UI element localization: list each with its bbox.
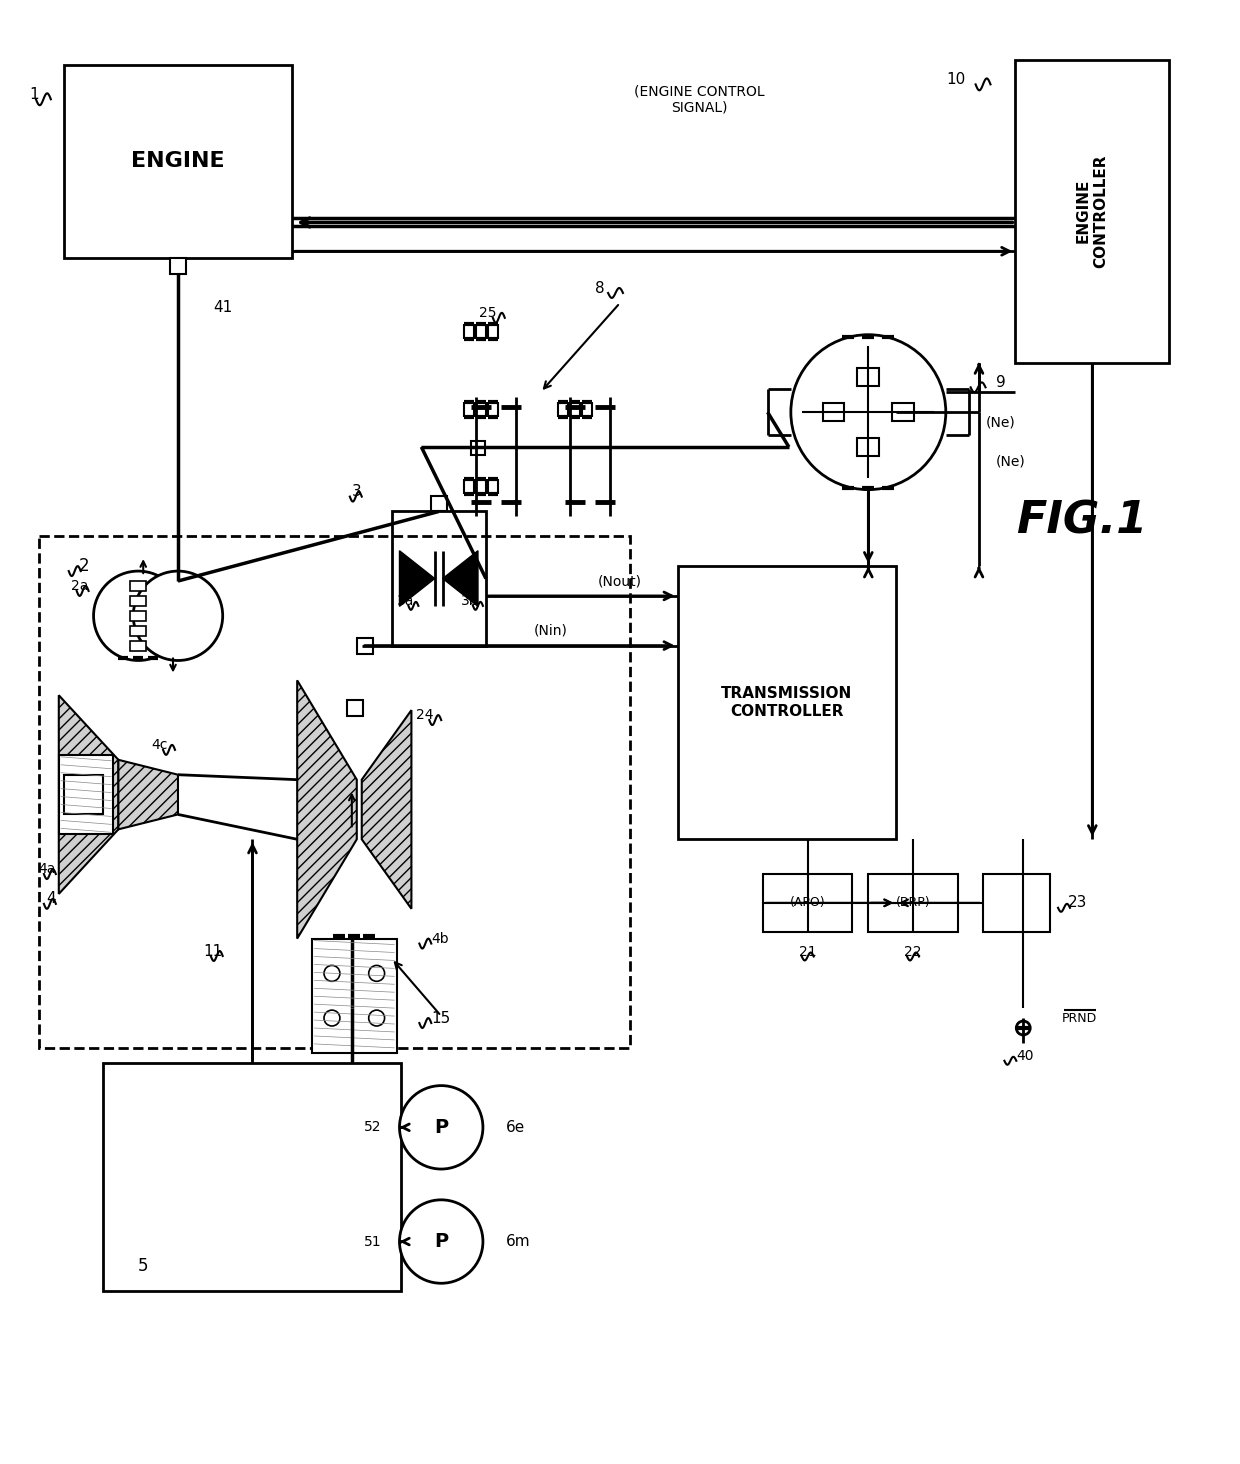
Bar [982,874,1050,931]
Bar [38,536,630,1048]
Text: 1: 1 [29,86,38,102]
Text: 11: 11 [203,943,223,959]
Text: TRANSMISSION
CONTROLLER: TRANSMISSION CONTROLLER [722,687,852,719]
Text: 5: 5 [138,1258,149,1275]
Text: 6m: 6m [506,1234,531,1249]
Text: 3: 3 [352,485,362,499]
Bar [130,641,146,650]
Bar [893,403,914,422]
Bar [58,755,113,834]
Bar [63,64,293,258]
Text: 10: 10 [946,72,966,86]
Text: PRND: PRND [1061,1012,1097,1025]
Text: (Nout): (Nout) [598,574,642,589]
Text: 52: 52 [365,1120,382,1135]
Text: 4a: 4a [38,862,56,875]
Bar [1016,60,1169,363]
Text: 15: 15 [432,1010,450,1026]
Bar [392,511,486,646]
Text: (BRP): (BRP) [895,896,930,909]
Text: (Nin): (Nin) [533,624,568,638]
Bar [347,700,363,716]
Text: 23: 23 [1068,896,1087,911]
Polygon shape [399,550,435,606]
Bar [868,874,957,931]
Bar [357,638,373,653]
Circle shape [399,1086,482,1170]
Text: 8: 8 [595,281,605,296]
Circle shape [324,965,340,981]
Polygon shape [443,550,477,606]
Text: 6e: 6e [506,1120,525,1135]
Bar [430,496,446,511]
Bar [763,874,852,931]
Text: ENGINE: ENGINE [131,151,224,171]
Circle shape [93,571,184,660]
Circle shape [791,335,946,489]
Text: 21: 21 [799,944,817,959]
Text: 2a: 2a [71,578,88,593]
Bar [822,403,844,422]
Polygon shape [362,710,412,909]
Text: (Ne): (Ne) [986,416,1016,429]
Polygon shape [58,695,118,895]
Bar [103,1063,402,1291]
Text: 2: 2 [78,558,89,575]
Text: 3a: 3a [397,594,414,608]
Bar [677,567,897,839]
Text: 3b: 3b [461,594,479,608]
Text: P: P [434,1118,449,1138]
Text: 40: 40 [1017,1048,1034,1063]
Circle shape [324,1010,340,1026]
Text: P: P [434,1233,449,1252]
Text: 51: 51 [365,1234,382,1249]
Bar [63,774,103,814]
Text: ENGINE
CONTROLLER: ENGINE CONTROLLER [1076,154,1109,268]
Bar [130,625,146,635]
Bar [130,596,146,606]
Text: 25: 25 [479,306,496,319]
Text: (ENGINE CONTROL
SIGNAL): (ENGINE CONTROL SIGNAL) [634,85,765,114]
Text: 22: 22 [904,944,921,959]
Text: 24: 24 [417,709,434,722]
Bar [471,441,485,455]
Text: 9: 9 [996,375,1006,389]
Polygon shape [118,760,179,829]
Bar [857,438,879,455]
Circle shape [133,571,223,660]
Circle shape [1017,1020,1030,1035]
Bar [170,258,186,274]
Circle shape [368,1010,384,1026]
Text: 41: 41 [213,300,232,315]
Bar [312,938,397,1053]
Circle shape [368,965,384,981]
Text: FIG.1: FIG.1 [1017,499,1147,543]
Circle shape [399,1200,482,1284]
Bar [130,610,146,621]
Text: 4b: 4b [432,931,449,946]
Text: (APO): (APO) [790,896,826,909]
Bar [857,369,879,386]
Text: (Ne): (Ne) [996,455,1025,468]
Polygon shape [298,681,357,938]
Text: 4c: 4c [151,738,167,752]
Text: 4: 4 [46,892,56,906]
Bar [130,581,146,591]
